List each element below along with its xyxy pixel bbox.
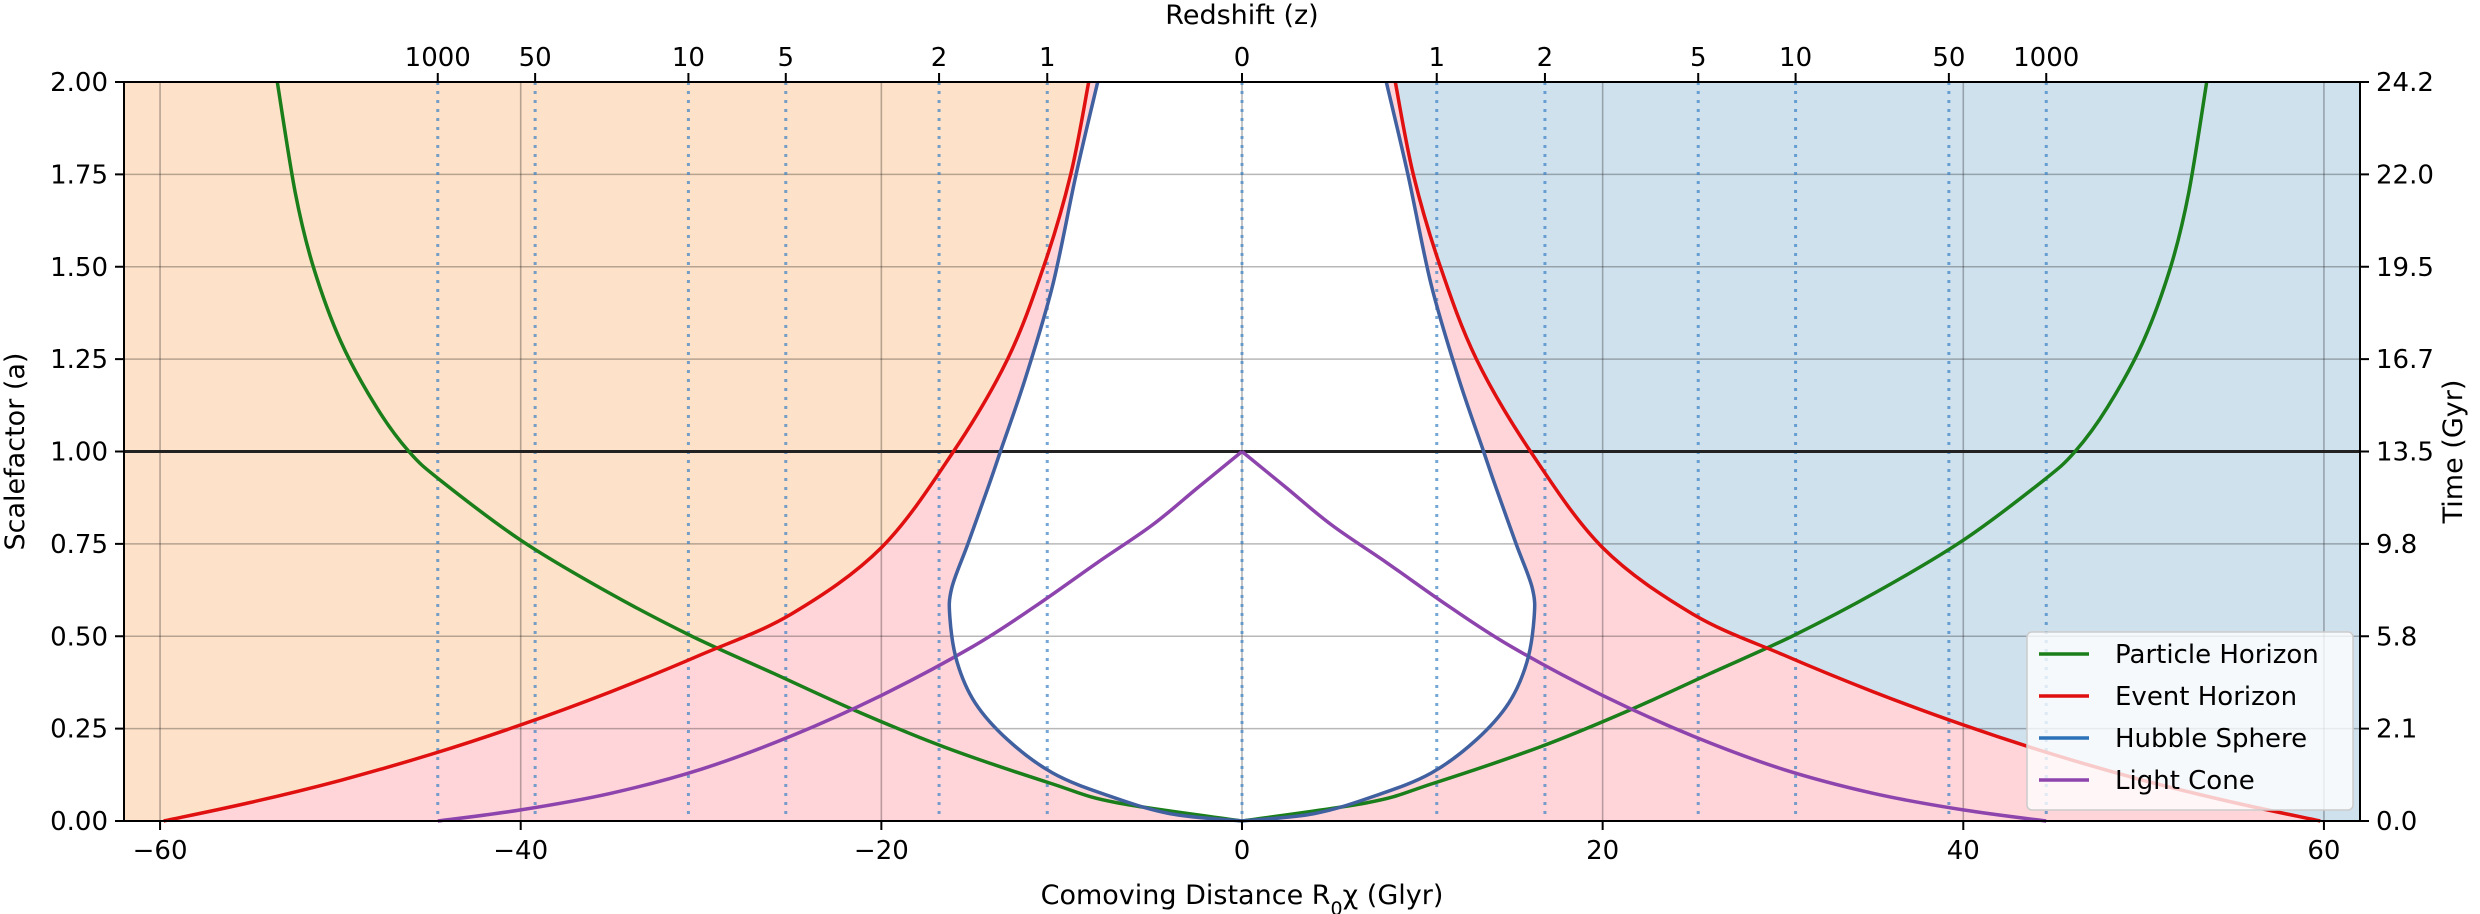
y-tick-label: 2.00 [50,68,108,98]
legend-label: Particle Horizon [2115,640,2319,670]
hubble-sphere-right-curve [1241,81,1537,823]
light-cone-right-curve [1240,450,2047,823]
tick-labels: −60 −40 −20 0 20 40 600.000.250.500.751.001.25… [50,43,2434,866]
legend-label: Light Cone [2115,766,2255,796]
redshift-tick-label: 1 [1428,43,1445,73]
right-tick-label: 22.0 [2376,160,2434,190]
event-horizon-left-curve [163,81,1091,823]
right-tick-label: 2.1 [2376,715,2417,745]
right-tick-label: 16.7 [2376,345,2434,375]
x-tick-label: 0 [1234,836,1251,866]
right-between-region [1242,82,2321,821]
top-axis-label: Redshift (z) [1165,0,1318,31]
right-tick-label: 9.8 [2376,530,2417,560]
legend-label: Event Horizon [2115,682,2297,712]
right-tick-label: 13.5 [2376,438,2434,468]
redshift-tick-label: 5 [1690,43,1707,73]
redshift-tick-label: 5 [778,43,795,73]
y-tick-label: 0.00 [50,807,108,837]
particle-horizon-right-curve [1241,81,2209,823]
y-tick-label: 0.25 [50,715,108,745]
x-tick-label: −60 [133,836,188,866]
particle-horizon-left-curve [275,81,1243,823]
legend-box [2026,631,2354,811]
redshift-tick-label: 1000 [2013,43,2079,73]
axis-ticks [115,73,2369,830]
right-tick-label: 0.0 [2376,807,2417,837]
y-tick-label: 1.50 [50,253,108,283]
redshift-tick-label: 0 [1234,43,1251,73]
x-tick-label: 60 [2307,836,2340,866]
x-tick-label: −20 [854,836,909,866]
y-tick-label: 1.25 [50,345,108,375]
x-tick-label: −40 [493,836,548,866]
y-tick-label: 1.00 [50,438,108,468]
redshift-tick-label: 2 [1537,43,1554,73]
series-curves [124,81,2360,823]
x-tick-label: 20 [1586,836,1619,866]
y-tick-label: 0.75 [50,530,108,560]
x-axis-label: Comoving Distance R0χ (Glyr) [1041,880,1444,914]
redshift-tick-label: 50 [1932,43,1965,73]
redshift-tick-label: 1000 [405,43,471,73]
legend: Particle Horizon Event Horizon Hubble Sphe… [2026,631,2354,811]
redshift-tick-label: 10 [1779,43,1812,73]
x-tick-label: 40 [1947,836,1980,866]
right-tick-label: 5.8 [2376,622,2417,652]
right-tick-label: 19.5 [2376,253,2434,283]
legend-label: Hubble Sphere [2115,724,2307,754]
redshift-tick-label: 2 [931,43,948,73]
redshift-tick-label: 50 [519,43,552,73]
left-between-region [163,82,1243,821]
right-tick-label: 24.2 [2376,68,2434,98]
light-cone-left-curve [437,450,1244,823]
y-tick-label: 0.50 [50,622,108,652]
redshift-tick-label: 1 [1039,43,1056,73]
right-axis-label: Time (Gyr) [2438,380,2469,525]
hubble-sphere-left-curve [947,81,1243,823]
y-axis-label: Scalefactor (a) [0,353,31,551]
redshift-tick-label: 10 [672,43,705,73]
y-tick-label: 1.75 [50,160,108,190]
